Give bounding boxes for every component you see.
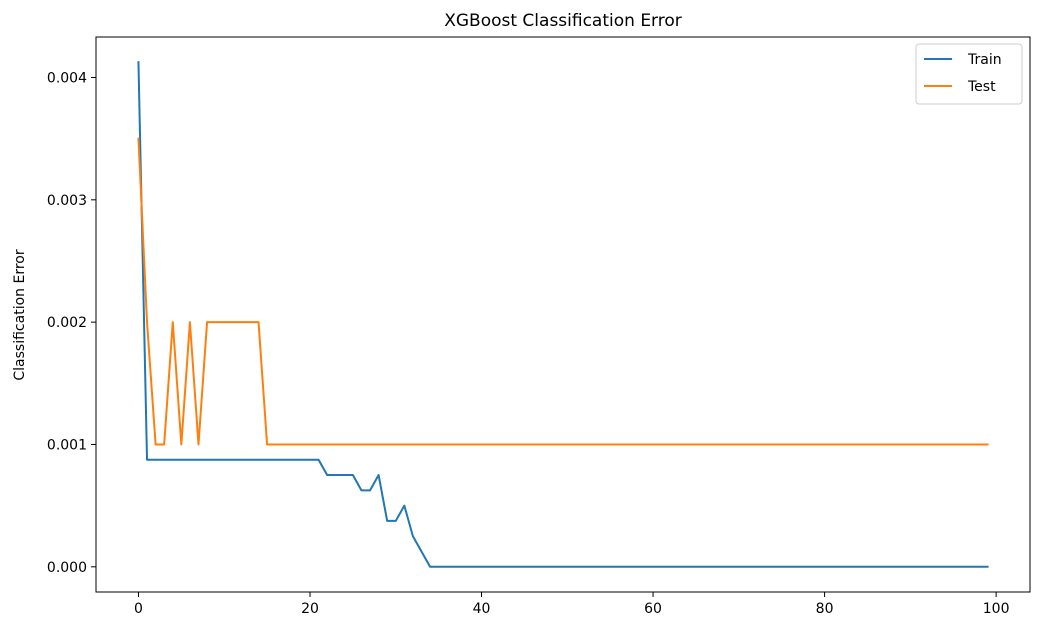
series-line-test [137, 137, 989, 446]
y-axis-ticks: 0.000 0.001 0.002 0.003 0.004 [47, 70, 96, 576]
x-tick-label: 0 [134, 601, 143, 617]
y-tick-label: 0.004 [47, 70, 87, 86]
x-tick-label: 80 [816, 601, 834, 617]
y-tick-label: 0.002 [47, 315, 87, 331]
y-tick-label: 0.003 [47, 193, 87, 209]
x-tick-label: 40 [473, 601, 491, 617]
y-tick-label: 0.001 [47, 437, 87, 453]
y-axis-title: Classification Error [12, 249, 28, 380]
chart-title: XGBoost Classification Error [444, 11, 682, 31]
legend-label-test: Test [967, 79, 996, 95]
series-layer [137, 61, 989, 568]
x-axis-ticks: 0 20 40 60 80 100 [134, 592, 1009, 617]
x-tick-label: 100 [983, 601, 1010, 617]
legend-label-train: Train [967, 52, 1002, 68]
plot-area-frame [95, 36, 1031, 593]
x-tick-label: 20 [301, 601, 319, 617]
series-line-train [137, 61, 989, 568]
y-tick-label: 0.000 [47, 560, 87, 576]
legend: Train Test [915, 43, 1023, 105]
x-tick-label: 60 [644, 601, 662, 617]
